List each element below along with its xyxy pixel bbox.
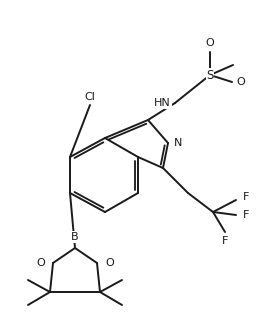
Text: N: N [174, 138, 183, 148]
Text: Cl: Cl [85, 92, 95, 102]
Text: O: O [36, 258, 45, 268]
Text: F: F [222, 236, 228, 246]
Text: O: O [206, 38, 214, 48]
Text: B: B [71, 232, 79, 242]
Text: O: O [105, 258, 114, 268]
Text: HN: HN [154, 98, 171, 108]
Text: S: S [206, 68, 214, 81]
Text: F: F [243, 192, 250, 202]
Text: O: O [237, 77, 245, 87]
Text: F: F [243, 210, 250, 220]
